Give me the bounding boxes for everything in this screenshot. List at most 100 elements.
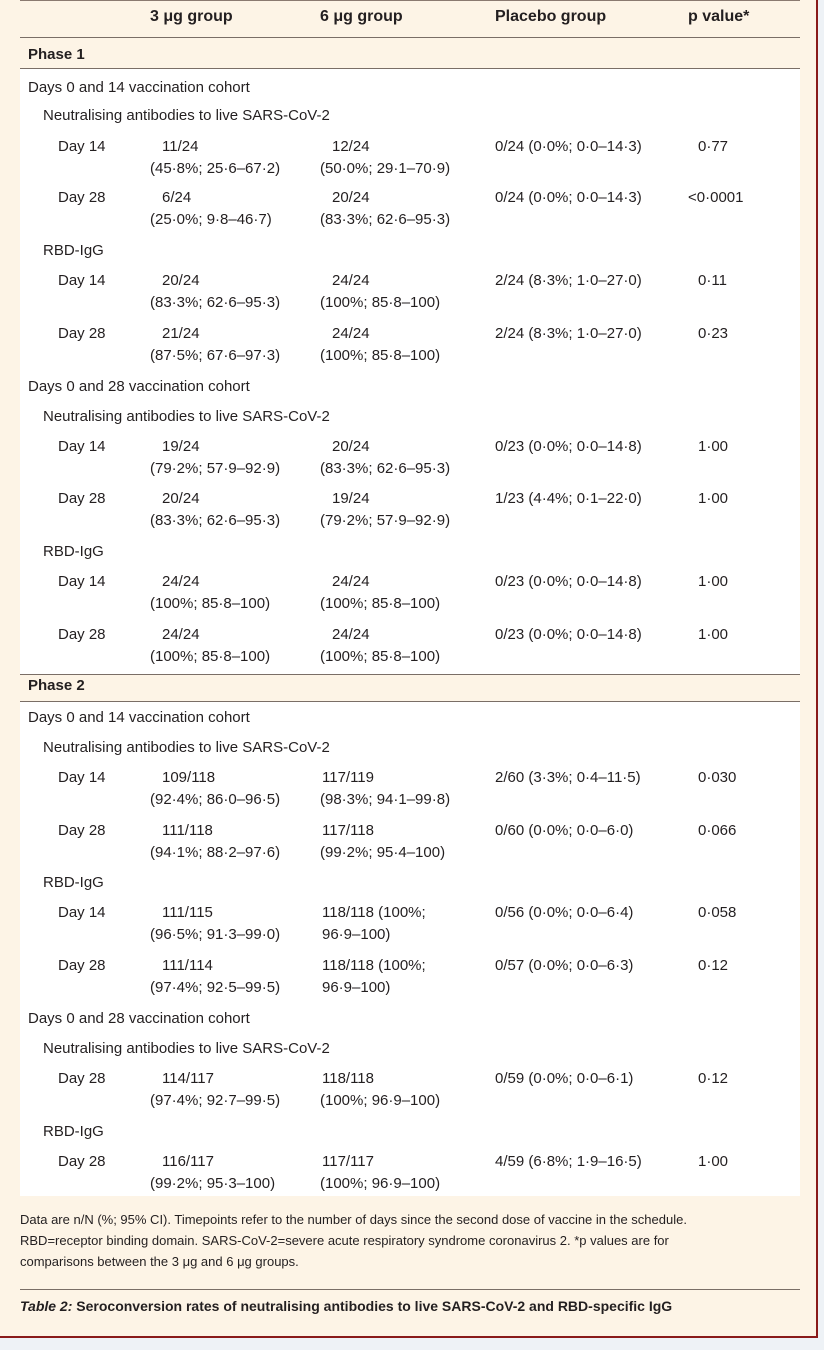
cell-6ug-count: 24/24 (332, 325, 370, 342)
cell-3ug-ci: (92·4%; 86·0–96·5) (150, 791, 281, 808)
cell-3ug-count: 20/24 (162, 272, 200, 289)
footnote-line: Data are n/N (%; 95% CI). Timepoints ref… (20, 1212, 687, 1227)
cell-6ug-count: 19/24 (332, 490, 370, 507)
cell-placebo: 1/23 (4·4%; 0·1–22·0) (495, 490, 642, 507)
cell-3ug-count: 111/118 (162, 822, 213, 839)
cell-3ug-ci: (100%; 85·8–100) (150, 648, 271, 665)
day-cell: Day 28 (58, 1153, 106, 1170)
cell-p-value: 1·00 (698, 573, 729, 590)
cell-3ug-count: 111/115 (162, 904, 213, 921)
cell-6ug-count: 20/24 (332, 189, 370, 206)
subgroup-label: RBD-IgG (43, 1123, 104, 1140)
phase1-panel (20, 69, 800, 674)
cell-3ug-ci: (96·5%; 91·3–99·0) (150, 926, 281, 943)
cell-6ug-count: 117/117 (322, 1153, 374, 1170)
caption-text: Seroconversion rates of neutralising ant… (72, 1298, 673, 1314)
subgroup-label: RBD-IgG (43, 874, 104, 891)
cell-p-value: <0·0001 (688, 189, 744, 206)
day-cell: Day 28 (58, 189, 106, 206)
phase2-panel (20, 702, 800, 1196)
day-cell: Day 28 (58, 1070, 106, 1087)
cell-6ug-ci: 96·9–100) (322, 926, 391, 943)
subgroup-label: Neutralising antibodies to live SARS-CoV… (43, 1040, 330, 1057)
day-cell: Day 14 (58, 272, 106, 289)
caption-label: Table 2: (20, 1298, 73, 1314)
cell-3ug-count: 11/24 (162, 138, 199, 155)
cell-3ug-ci: (79·2%; 57·9–92·9) (150, 460, 281, 477)
cell-6ug-count: 117/119 (322, 769, 374, 786)
cell-placebo: 4/59 (6·8%; 1·9–16·5) (495, 1153, 642, 1170)
cell-p-value: 0·12 (698, 1070, 729, 1087)
cell-placebo: 0/60 (0·0%; 0·0–6·0) (495, 822, 634, 839)
cell-3ug-count: 116/117 (162, 1153, 214, 1170)
cell-3ug-ci: (100%; 85·8–100) (150, 595, 271, 612)
cell-6ug-count: 118/118 (100%; (322, 904, 426, 921)
cell-3ug-ci: (83·3%; 62·6–95·3) (150, 512, 281, 529)
cell-3ug-ci: (45·8%; 25·6–67·2) (150, 160, 281, 177)
phase1-rule (20, 68, 800, 69)
day-cell: Day 28 (58, 626, 106, 643)
cell-3ug-count: 24/24 (162, 573, 200, 590)
cell-6ug-count: 20/24 (332, 438, 370, 455)
cell-6ug-ci: (100%; 85·8–100) (320, 294, 441, 311)
cell-3ug-ci: (83·3%; 62·6–95·3) (150, 294, 281, 311)
cell-placebo: 0/57 (0·0%; 0·0–6·3) (495, 957, 634, 974)
cohort-label: Days 0 and 28 vaccination cohort (28, 378, 250, 395)
cell-6ug-count: 24/24 (332, 573, 370, 590)
subgroup-label: RBD-IgG (43, 242, 104, 259)
subgroup-label: RBD-IgG (43, 543, 104, 560)
cell-6ug-count: 117/118 (322, 822, 374, 839)
header-placebo: Placebo group (495, 8, 607, 25)
table-footnote: Data are n/N (%; 95% CI). Timepoints ref… (20, 1209, 800, 1272)
cell-placebo: 2/24 (8·3%; 1·0–27·0) (495, 325, 642, 342)
cell-p-value: 1·00 (698, 490, 729, 507)
cell-6ug-count: 12/24 (332, 138, 370, 155)
cohort-label: Days 0 and 28 vaccination cohort (28, 1010, 250, 1027)
subgroup-label: Neutralising antibodies to live SARS-CoV… (43, 408, 330, 425)
cell-p-value: 0·058 (698, 904, 737, 921)
cell-p-value: 1·00 (698, 626, 729, 643)
cohort-label: Days 0 and 14 vaccination cohort (28, 709, 250, 726)
cell-6ug-ci: (79·2%; 57·9–92·9) (320, 512, 451, 529)
cell-6ug-count: 118/118 (322, 1070, 374, 1087)
cell-3ug-count: 111/114 (162, 957, 213, 974)
caption-rule (20, 1289, 800, 1290)
day-cell: Day 28 (58, 490, 106, 507)
cell-6ug-ci: (98·3%; 94·1–99·8) (320, 791, 451, 808)
cell-p-value: 1·00 (698, 438, 729, 455)
cell-placebo: 0/24 (0·0%; 0·0–14·3) (495, 189, 642, 206)
cell-p-value: 0·066 (698, 822, 737, 839)
cell-6ug-ci: (50·0%; 29·1–70·9) (320, 160, 451, 177)
cell-6ug-ci: (83·3%; 62·6–95·3) (320, 211, 451, 228)
day-cell: Day 14 (58, 769, 106, 786)
cell-6ug-ci: (99·2%; 95·4–100) (320, 844, 446, 861)
cell-6ug-ci: (100%; 96·9–100) (320, 1092, 441, 1109)
phase1-label: Phase 1 (28, 46, 85, 63)
cell-6ug-ci: (100%; 85·8–100) (320, 648, 441, 665)
cell-6ug-count: 24/24 (332, 626, 370, 643)
table-caption: Table 2: Seroconversion rates of neutral… (20, 1298, 672, 1314)
subgroup-label: Neutralising antibodies to live SARS-CoV… (43, 739, 330, 756)
top-rule (20, 0, 800, 1)
cell-p-value: 0·11 (698, 272, 727, 289)
day-cell: Day 28 (58, 325, 106, 342)
cell-6ug-ci: (100%; 85·8–100) (320, 595, 441, 612)
footnote-line: comparisons between the 3 μg and 6 μg gr… (20, 1254, 299, 1269)
cell-6ug-ci: (100%; 85·8–100) (320, 347, 441, 364)
header-rule (20, 37, 800, 38)
cell-6ug-ci: (100%; 96·9–100) (320, 1175, 441, 1192)
cell-placebo: 0/23 (0·0%; 0·0–14·8) (495, 573, 642, 590)
cell-p-value: 0·030 (698, 769, 737, 786)
cell-3ug-ci: (99·2%; 95·3–100) (150, 1175, 276, 1192)
subgroup-label: Neutralising antibodies to live SARS-CoV… (43, 107, 330, 124)
cell-3ug-count: 109/118 (162, 769, 216, 786)
day-cell: Day 28 (58, 957, 106, 974)
cell-p-value: 0·77 (698, 138, 729, 155)
cell-3ug-ci: (94·1%; 88·2–97·6) (150, 844, 281, 861)
header-3ug: 3 μg group (150, 8, 233, 25)
header-6ug: 6 μg group (320, 8, 403, 25)
day-cell: Day 14 (58, 573, 106, 590)
cell-3ug-ci: (87·5%; 67·6–97·3) (150, 347, 281, 364)
cell-placebo: 0/23 (0·0%; 0·0–14·8) (495, 438, 642, 455)
